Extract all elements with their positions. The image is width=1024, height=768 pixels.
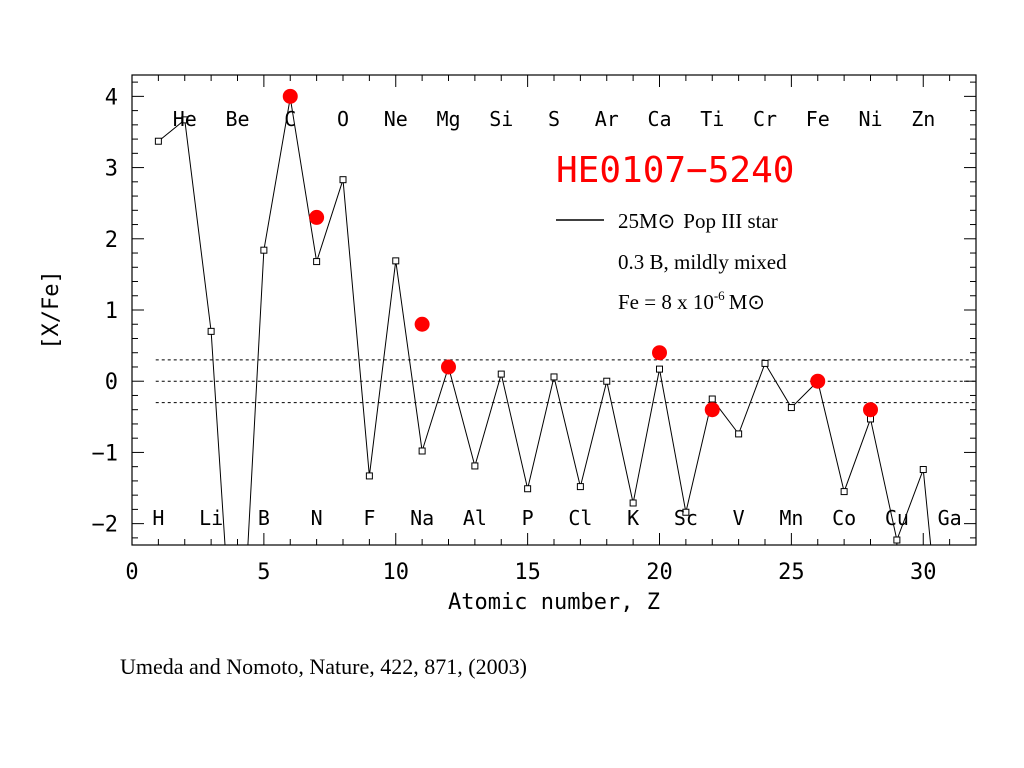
element-label: S xyxy=(548,107,560,131)
model-point xyxy=(919,466,927,474)
y-tick-label: 4 xyxy=(105,85,118,110)
model-point xyxy=(682,508,690,516)
model-point xyxy=(708,395,716,403)
element-label: Sc xyxy=(674,506,698,530)
element-label: Ar xyxy=(595,107,619,131)
model-point xyxy=(787,404,795,412)
element-label: He xyxy=(173,107,197,131)
plot-frame xyxy=(131,74,977,546)
y-tick-label: −1 xyxy=(92,441,119,466)
observed-point xyxy=(652,345,667,361)
element-label: Al xyxy=(463,506,487,530)
y-tick-label: −2 xyxy=(92,513,119,538)
x-axis-label: Atomic number, Z xyxy=(448,590,660,615)
element-label: Zn xyxy=(911,107,935,131)
legend-mass-unit: M⊙ xyxy=(639,209,675,233)
legend-mass: 25 xyxy=(618,209,639,233)
observed-point xyxy=(704,402,720,418)
y-tick-label: 2 xyxy=(105,228,118,253)
element-label: H xyxy=(152,506,164,530)
model-point xyxy=(339,176,347,184)
y-tick-label: 3 xyxy=(105,157,118,182)
observed-point xyxy=(282,88,298,104)
fe-mass-exponent: -6 xyxy=(714,288,725,303)
x-tick-label: 25 xyxy=(778,560,805,585)
x-tick-label: 5 xyxy=(257,560,270,585)
model-point xyxy=(761,359,769,367)
annotation-fe-mass: Fe = 8 x 10-6 M⊙ xyxy=(618,288,765,314)
element-label: Li xyxy=(199,506,223,530)
chart-title: HE0107−5240 xyxy=(556,150,794,191)
model-point xyxy=(550,373,558,381)
element-label: Ni xyxy=(858,107,882,131)
element-label: Cu xyxy=(885,506,909,530)
fe-mass-unit: M⊙ xyxy=(729,290,765,314)
legend-label: 25M⊙ Pop III star xyxy=(618,209,778,233)
element-label: O xyxy=(337,107,349,131)
element-label: N xyxy=(311,506,323,530)
model-point xyxy=(260,246,268,254)
observed-point xyxy=(309,209,325,225)
element-label: K xyxy=(627,506,639,530)
x-tick-label: 30 xyxy=(910,560,937,585)
element-label: Mg xyxy=(436,107,460,131)
element-label: Na xyxy=(410,506,434,530)
model-point xyxy=(418,447,426,455)
model-point xyxy=(576,483,584,491)
observed-point xyxy=(441,359,456,375)
element-label: Ne xyxy=(384,107,408,131)
model-point xyxy=(524,485,532,493)
observed-point xyxy=(810,373,826,389)
element-label: Ti xyxy=(700,107,724,131)
model-point xyxy=(656,365,663,373)
element-label: Si xyxy=(489,107,513,131)
model-point xyxy=(471,462,479,470)
element-label: Cl xyxy=(568,506,592,530)
element-label: Co xyxy=(832,506,856,530)
model-point xyxy=(603,377,611,385)
x-tick-label: 15 xyxy=(514,560,541,585)
element-label: Fe xyxy=(806,107,830,131)
element-label: Cr xyxy=(753,107,777,131)
model-point xyxy=(629,499,637,507)
model-point xyxy=(392,257,400,265)
model-point xyxy=(154,137,162,145)
model-point xyxy=(840,488,848,496)
element-label: Be xyxy=(225,107,249,131)
model-point xyxy=(735,430,743,438)
observed-point xyxy=(863,402,878,418)
element-label: P xyxy=(522,506,534,530)
element-label: B xyxy=(258,506,270,530)
x-tick-label: 0 xyxy=(125,560,138,585)
model-point xyxy=(181,116,189,124)
element-label: Ca xyxy=(647,107,671,131)
model-point xyxy=(497,370,505,378)
fe-mass-prefix: Fe = 8 x 10 xyxy=(618,290,714,314)
model-point xyxy=(313,258,321,266)
model-line xyxy=(158,97,932,545)
annotation-boost: 0.3 B, mildly mixed xyxy=(618,250,787,274)
observed-point xyxy=(414,316,430,332)
model-point xyxy=(893,536,901,544)
model-point xyxy=(365,472,373,480)
x-tick-label: 10 xyxy=(383,560,410,585)
element-label: Mn xyxy=(779,506,803,530)
y-tick-label: 0 xyxy=(105,370,118,395)
element-label: Ga xyxy=(938,506,962,530)
x-tick-label: 20 xyxy=(646,560,673,585)
element-label: C xyxy=(284,107,296,131)
model-point xyxy=(207,327,215,335)
y-tick-label: 1 xyxy=(105,299,118,324)
figure-caption: Umeda and Nomoto, Nature, 422, 871, (200… xyxy=(120,654,527,679)
legend-text: Pop III star xyxy=(683,209,777,233)
element-label: F xyxy=(363,506,375,530)
y-axis-label: [X/Fe] xyxy=(39,270,64,349)
element-label: V xyxy=(733,506,745,530)
